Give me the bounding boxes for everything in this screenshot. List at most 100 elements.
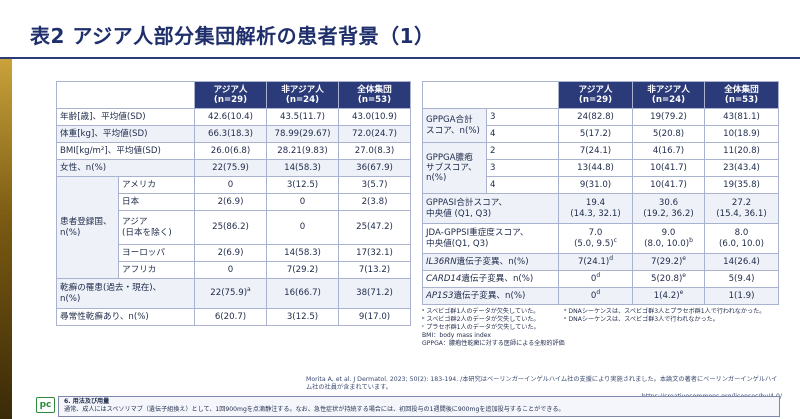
score-label: 3 [486,108,559,126]
header-nonasian: 非アジア人 (n=24) [632,81,705,109]
header-asian: アジア人 (n=29) [558,81,633,109]
country-label: アメリカ [118,176,195,194]
gene-name: CARD14 [426,273,462,284]
country-label: アフリカ [118,261,195,279]
cell-overall: 23(43.4) [704,159,779,177]
cell-nonasian: 10(41.7) [632,159,705,177]
table-row: JDA-GPPSI重症度スコア、 中央値(Q1, Q3) 7.0 (5.0, 9.5… [422,223,779,254]
footnote-gppga: GPPGA：膿疱性乾癬に対する医師による全般的評価 [422,339,565,347]
footnote-bmi: BMI：body mass index [422,331,491,339]
gppga-total-label: GPPGA合計 スコア、n(%) [422,108,487,143]
header-asian: アジア人 (n=29) [194,81,267,109]
background-table-right: アジア人 (n=29) 非アジア人 (n=24) 全体集団 (n=53) GPPGA合… [422,81,779,305]
score-label: 2 [486,142,559,160]
table-row: 尋常性乾癬あり、n(%) 6(20.7) 3(12.5) 9(17.0) [56,308,411,326]
footnote-marker: d [596,288,601,296]
cell-overall: 38(71.2) [338,278,411,309]
cell-nonasian: 30.6 (19.2, 36.2) [632,193,705,224]
footnote-marker: a [247,286,251,294]
table-row: 4 9(31.0) 10(41.7) 19(35.8) [423,176,779,194]
dosage-heading: 6. 用法及び用量 [64,398,110,405]
footnotes: ᵃ スベビゴ群1人のデータが欠失していた。 ᵈ DNAシーケンスは、スペビゴ群3人… [422,308,782,348]
cell-nonasian: 9.0 (8.0, 10.0)b [632,223,705,254]
table-row: アジア (日本を除く) 25(86.2) 0 25(47.2) [57,210,411,245]
table-row: 年齢[歳]、平均値(SD) 42.6(10.4) 43.5(11.7) 43.0… [56,108,411,126]
background-table-left: アジア人 (n=29) 非アジア人 (n=24) 全体集団 (n=53) 年齢[歳]、… [56,81,411,326]
row-label: 乾癬の罹患(過去・現在)、 n(%) [56,278,195,309]
cell-nonasian: 3(12.5) [266,176,339,194]
cell-asian: 9(31.0) [558,176,633,194]
cell-nonasian: 5(20.8)e [632,270,705,288]
cell-asian: 2(6.9) [194,244,267,262]
table-row: CARD14遺伝子変異、n(%) 0d 5(20.8)e 5(9.4) [422,270,779,288]
score-label: 4 [486,125,559,143]
cell-asian: 26.0(6.8) [194,142,267,160]
dosage-box: 6. 用法及び用量 通常、成人にはスペソリマブ（遺伝子組換え）として、1回900… [58,396,780,417]
header-blank [56,81,195,109]
country-label: ヨーロッパ [118,244,195,262]
cell-overall: 19(35.8) [704,176,779,194]
table-row: 3 13(44.8) 10(41.7) 23(43.4) [423,159,779,177]
cell-asian: 2(6.9) [194,193,267,211]
cell-overall: 10(18.9) [704,125,779,143]
table-row: 乾癬の罹患(過去・現在)、 n(%) 22(75.9)a 16(66.7) 38(… [56,278,411,309]
cell-asian: 25(86.2) [194,210,267,245]
cell-asian: 6(20.7) [194,308,267,326]
cell-nonasian: 28.21(9.83) [266,142,339,160]
title-rule [0,57,800,59]
row-label: IL36RN遺伝子変異、n(%) [422,253,559,271]
gene-name: AP1S3 [426,290,454,301]
cell-asian: 0 [194,261,267,279]
cell-asian: 42.6(10.4) [194,108,267,126]
cell-nonasian: 3(12.5) [266,308,339,326]
cell-nonasian: 0 [266,210,339,245]
cell-nonasian: 4(16.7) [632,142,705,160]
footnote-marker: d [609,254,614,262]
row-label: BMI[kg/m²]、平均値(SD) [56,142,195,160]
header-overall: 全体集団 (n=53) [338,81,411,109]
table-row: BMI[kg/m²]、平均値(SD) 26.0(6.8) 28.21(9.83)… [56,142,411,160]
registry-label: 患者登録国、 n(%) [56,176,119,279]
cell-overall: 5(9.4) [704,270,779,288]
cell-asian: 22(75.9) [194,159,267,177]
table-row: AP1S3遺伝子変異、n(%) 0d 1(4.2)e 1(1.9) [422,287,779,305]
row-label: CARD14遺伝子変異、n(%) [422,270,559,288]
cell-overall: 14(26.4) [704,253,779,271]
table-row: 体重[kg]、平均値(SD) 66.3(18.3) 78.99(29.67) 7… [56,125,411,143]
cell-nonasian: 1(4.2)e [632,287,705,305]
row-label: 年齢[歳]、平均値(SD) [56,108,195,126]
row-label: JDA-GPPSI重症度スコア、 中央値(Q1, Q3) [422,223,559,254]
row-label: 女性、n(%) [56,159,195,177]
row-label: 尋常性乾癬あり、n(%) [56,308,195,326]
cell-nonasian: 14(58.3) [266,244,339,262]
table-row: GPPGA膿疱 サブスコア、 n(%) 2 7(24.1) 4(16.7) 11(2… [422,142,779,194]
cell-overall: 2(3.8) [338,193,411,211]
score-label: 4 [486,176,559,194]
dosage-body: 通常、成人にはスペソリマブ（遺伝子組換え）として、1回900mgを点滴静注する。… [64,406,565,414]
cell-overall: 36(67.9) [338,159,411,177]
cell-asian: 5(17.2) [558,125,633,143]
cell-overall: 17(32.1) [338,244,411,262]
footnote-e: ᵉ DNAシーケンスは、スペビゴ群3人で行われなかった。 [564,315,719,323]
footnote-marker: e [682,271,686,279]
cell-asian: 7(24.1)d [558,253,633,271]
cell-asian: 0 [194,176,267,194]
footnote-marker: e [679,288,684,296]
gppga-pustule-label: GPPGA膿疱 サブスコア、 n(%) [422,142,487,194]
table-row: ヨーロッパ 2(6.9) 14(58.3) 17(32.1) [57,244,411,262]
cell-overall: 9(17.0) [338,308,411,326]
cell-asian: 7(24.1) [558,142,633,160]
slide-title: 表2 アジア人部分集団解析の患者背景（1） [30,24,435,48]
footnote-marker: b [689,236,693,244]
gene-name: IL36RN [426,256,457,267]
cell-overall: 43(81.1) [704,108,779,126]
row-label: GPPASI合計スコア、 中央値 (Q1, Q3) [422,193,559,224]
header-overall: 全体集団 (n=53) [704,81,779,109]
row-label: AP1S3遺伝子変異、n(%) [422,287,559,305]
footnote-marker: c [613,236,617,244]
table-row: 4 5(17.2) 5(20.8) 10(18.9) [423,125,779,143]
cell-overall: 27.0(8.3) [338,142,411,160]
table-row: GPPGA合計 スコア、n(%) 3 24(82.8) 19(79.2) 43(8… [422,108,779,143]
cell-nonasian: 14(58.3) [266,159,339,177]
cell-asian: 7.0 (5.0, 9.5)c [558,223,633,254]
